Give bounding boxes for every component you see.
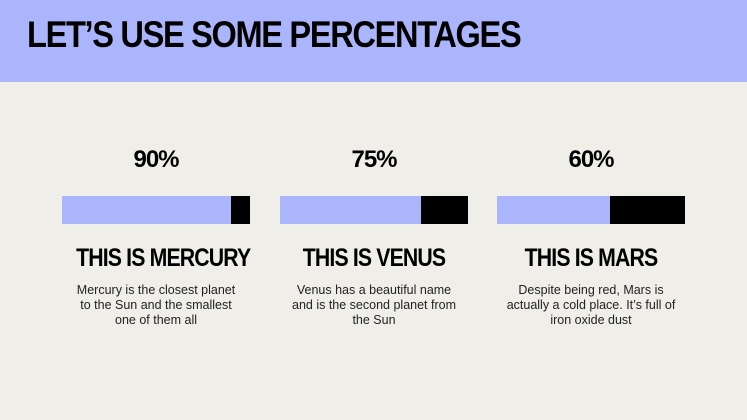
item-title: THIS IS MERCURY	[76, 244, 251, 272]
progress-fill	[497, 196, 610, 224]
percent-label: 90%	[133, 146, 179, 173]
item-title: THIS IS MARS	[524, 244, 659, 272]
slide-title: LET’S USE SOME PERCENTAGES	[27, 14, 522, 55]
progress-fill	[280, 196, 421, 224]
item-title: THIS IS VENUS	[302, 244, 446, 272]
item-description: Despite being red, Mars is actually a co…	[506, 283, 676, 327]
percent-label: 75%	[351, 146, 397, 173]
percent-label: 60%	[568, 146, 614, 173]
progress-fill	[62, 196, 232, 224]
item-column: 90% THIS IS MERCURY Mercury is the closest…	[62, 140, 251, 328]
progress-track	[497, 196, 685, 224]
progress-track	[62, 196, 250, 224]
item-column: 60% THIS IS MARS Despite being red, Mars i…	[497, 140, 685, 328]
item-column: 75% THIS IS VENUS Venus has a beautiful na…	[280, 140, 468, 328]
item-description: Mercury is the closest planet to the Sun…	[76, 283, 236, 327]
progress-track	[280, 196, 468, 224]
item-description: Venus has a beautiful name and is the se…	[292, 283, 456, 327]
header: LET’S USE SOME PERCENTAGES	[0, 0, 747, 82]
